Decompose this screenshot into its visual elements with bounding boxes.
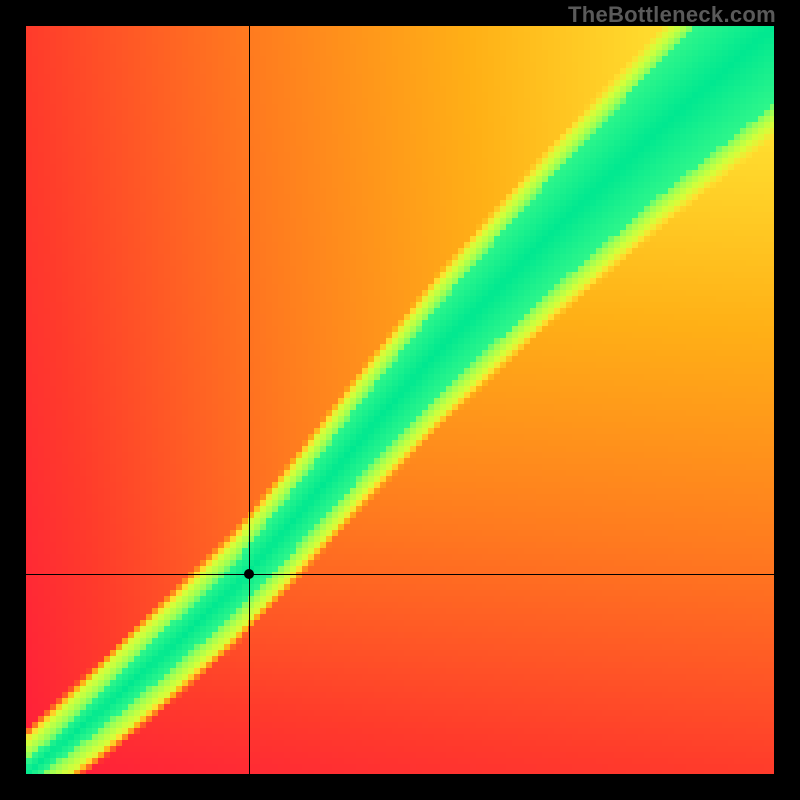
- heatmap-canvas: [26, 26, 774, 774]
- marker-dot: [244, 569, 254, 579]
- heatmap-plot: [26, 26, 774, 774]
- watermark-text: TheBottleneck.com: [568, 2, 776, 28]
- chart-frame: TheBottleneck.com: [0, 0, 800, 800]
- crosshair-vertical: [249, 26, 250, 774]
- crosshair-horizontal: [26, 574, 774, 575]
